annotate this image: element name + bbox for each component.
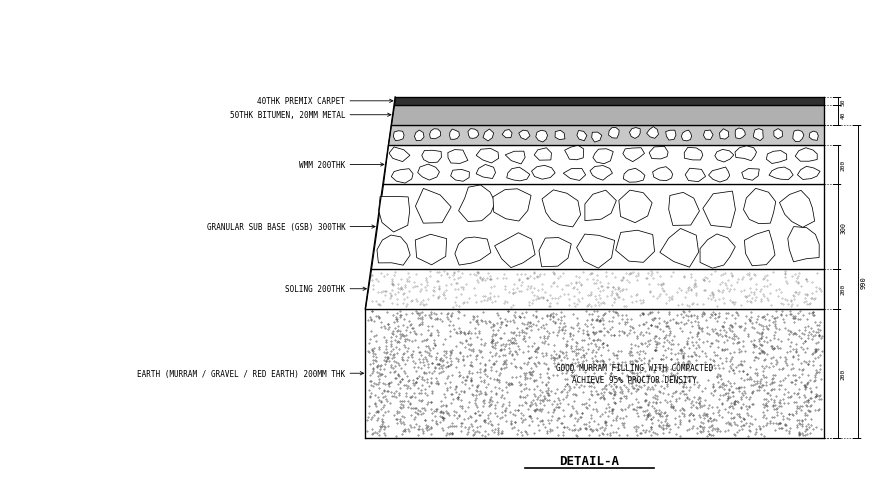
Polygon shape [451, 170, 470, 182]
Polygon shape [389, 148, 410, 162]
Polygon shape [735, 129, 745, 139]
Polygon shape [563, 169, 586, 181]
Polygon shape [681, 131, 692, 142]
Text: 40: 40 [841, 112, 846, 119]
Polygon shape [700, 234, 735, 269]
Polygon shape [365, 269, 824, 309]
Polygon shape [507, 168, 530, 182]
Polygon shape [539, 238, 571, 267]
Polygon shape [449, 130, 460, 140]
Text: WMM 200THK: WMM 200THK [299, 161, 346, 169]
Text: 200: 200 [841, 284, 846, 295]
Text: 50THK BITUMEN, 20MM METAL: 50THK BITUMEN, 20MM METAL [229, 111, 346, 120]
Text: GOOD MURRAM FILLING WITH COMPACTED: GOOD MURRAM FILLING WITH COMPACTED [556, 363, 713, 372]
Polygon shape [703, 192, 735, 228]
Polygon shape [742, 169, 759, 181]
Polygon shape [476, 165, 495, 179]
Polygon shape [609, 128, 619, 139]
Polygon shape [388, 125, 824, 145]
Polygon shape [715, 150, 734, 163]
Polygon shape [773, 129, 782, 139]
Polygon shape [502, 130, 512, 138]
Text: 300: 300 [841, 221, 847, 233]
Polygon shape [793, 131, 804, 142]
Polygon shape [564, 146, 584, 160]
Text: ACHIEVE 95% PROCTOR DENSITY: ACHIEVE 95% PROCTOR DENSITY [572, 375, 696, 384]
Polygon shape [483, 130, 494, 142]
Polygon shape [519, 131, 530, 140]
Polygon shape [534, 149, 551, 161]
Polygon shape [684, 148, 703, 161]
Polygon shape [577, 131, 587, 141]
Text: 200: 200 [841, 368, 846, 379]
Polygon shape [780, 191, 814, 228]
Polygon shape [505, 152, 525, 165]
Polygon shape [393, 132, 404, 141]
Polygon shape [459, 185, 495, 222]
Polygon shape [447, 151, 468, 164]
Text: 50: 50 [841, 98, 846, 106]
Polygon shape [416, 189, 451, 224]
Text: EARTH (MURRAM / GRAVEL / RED EARTH) 200MM THK: EARTH (MURRAM / GRAVEL / RED EARTH) 200M… [137, 369, 346, 378]
Polygon shape [769, 167, 793, 180]
Polygon shape [415, 131, 424, 141]
Polygon shape [809, 132, 819, 141]
Text: SOLING 200THK: SOLING 200THK [285, 285, 346, 294]
Polygon shape [743, 189, 776, 224]
Polygon shape [685, 169, 705, 182]
Polygon shape [795, 149, 817, 162]
Polygon shape [703, 131, 713, 140]
Polygon shape [430, 130, 440, 139]
Text: 200: 200 [841, 160, 846, 171]
Polygon shape [719, 129, 729, 140]
Polygon shape [653, 167, 672, 182]
Polygon shape [629, 128, 641, 139]
Polygon shape [624, 169, 645, 183]
Polygon shape [577, 235, 615, 269]
Polygon shape [371, 185, 824, 269]
Polygon shape [365, 309, 824, 438]
Polygon shape [377, 236, 410, 266]
Polygon shape [660, 229, 698, 268]
Polygon shape [647, 127, 658, 139]
Polygon shape [536, 131, 548, 143]
Polygon shape [709, 167, 730, 182]
Text: 990: 990 [860, 275, 867, 288]
Polygon shape [592, 133, 602, 143]
Polygon shape [392, 106, 824, 125]
Polygon shape [669, 193, 699, 226]
Polygon shape [555, 131, 565, 140]
Polygon shape [585, 191, 617, 221]
Polygon shape [665, 131, 676, 141]
Polygon shape [493, 189, 531, 222]
Polygon shape [744, 231, 775, 266]
Polygon shape [416, 235, 447, 265]
Polygon shape [394, 98, 824, 106]
Polygon shape [417, 165, 439, 181]
Polygon shape [753, 129, 763, 141]
Text: 40THK PREMIX CARPET: 40THK PREMIX CARPET [258, 97, 346, 106]
Polygon shape [476, 149, 499, 164]
Polygon shape [542, 191, 580, 227]
Polygon shape [766, 151, 787, 164]
Polygon shape [532, 166, 556, 180]
Polygon shape [618, 191, 652, 223]
Text: GRANULAR SUB BASE (GSB) 300THK: GRANULAR SUB BASE (GSB) 300THK [206, 223, 346, 232]
Polygon shape [468, 129, 478, 139]
Polygon shape [623, 149, 644, 162]
Polygon shape [590, 166, 612, 181]
Polygon shape [455, 238, 491, 266]
Polygon shape [797, 167, 820, 180]
Polygon shape [735, 147, 757, 161]
Polygon shape [616, 231, 655, 263]
Polygon shape [788, 227, 820, 262]
Polygon shape [392, 169, 413, 184]
Polygon shape [494, 233, 535, 268]
Text: DETAIL-A: DETAIL-A [560, 454, 619, 467]
Polygon shape [422, 151, 441, 164]
Polygon shape [378, 197, 409, 232]
Polygon shape [649, 147, 668, 160]
Polygon shape [593, 150, 613, 165]
Polygon shape [383, 145, 824, 185]
